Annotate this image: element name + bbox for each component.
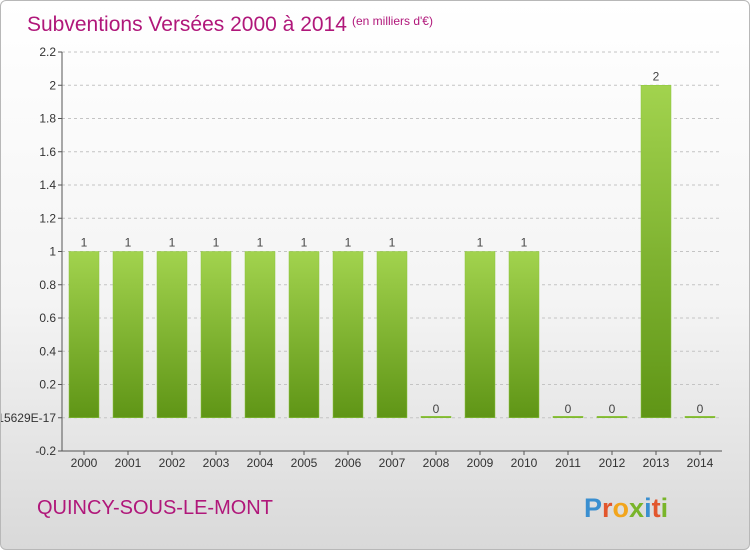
bar-2009 [464, 251, 496, 418]
x-tick-label-2014: 2014 [687, 456, 714, 470]
data-label-2014: 0 [697, 402, 704, 416]
bar-2013 [640, 85, 672, 418]
data-label-2013: 2 [653, 69, 660, 83]
commune-name: QUINCY-SOUS-LE-MONT [37, 497, 273, 519]
data-label-2003: 1 [213, 236, 220, 250]
y-tick-label: 0.2 [39, 378, 56, 392]
x-tick-label-2006: 2006 [335, 456, 362, 470]
data-label-2005: 1 [301, 236, 308, 250]
x-tick-label-2013: 2013 [643, 456, 670, 470]
y-tick-label: 1 [49, 245, 56, 259]
data-label-2008: 0 [433, 402, 440, 416]
data-label-2006: 1 [345, 236, 352, 250]
y-tick-label: 1.4 [39, 178, 56, 192]
y-tick-label: -0.2 [35, 444, 56, 458]
bar-2011 [552, 416, 584, 418]
y-tick-label: -1.15629E-17 [1, 411, 56, 425]
bar-2002 [156, 251, 188, 418]
y-tick-label: 0.4 [39, 344, 56, 358]
y-axis: -0.2 -1.15629E-17 0.2 0.4 0.6 0.8 1 1.2 1.4 1.6 1.… [1, 45, 63, 458]
bar-2005 [288, 251, 320, 418]
data-label-2001: 1 [125, 236, 132, 250]
y-tick-label: 1.6 [39, 145, 56, 159]
x-axis: 2000 2001 2002 2003 2004 2005 2006 2007 2008 2009… [62, 450, 722, 470]
bar-2004 [244, 251, 276, 418]
proxiti-logo: Proxiti [584, 493, 668, 523]
y-tick-label: 2.2 [39, 45, 56, 59]
bars-group: 1 1 1 1 1 1 1 1 0 1 1 0 0 2 0 [68, 69, 716, 418]
x-tick-label-2007: 2007 [379, 456, 406, 470]
data-label-2004: 1 [257, 236, 264, 250]
x-tick-label-2010: 2010 [511, 456, 538, 470]
x-tick-label-2001: 2001 [115, 456, 142, 470]
bar-2010 [508, 251, 540, 418]
bar-2000 [68, 251, 100, 418]
data-label-2007: 1 [389, 236, 396, 250]
data-label-2010: 1 [521, 236, 528, 250]
proxiti-logo-text: Proxiti [584, 493, 668, 523]
y-tick-label: 0.6 [39, 311, 56, 325]
x-tick-label-2003: 2003 [203, 456, 230, 470]
x-tick-label-2012: 2012 [599, 456, 626, 470]
data-label-2002: 1 [169, 236, 176, 250]
x-tick-label-2002: 2002 [159, 456, 186, 470]
bar-2008 [420, 416, 452, 418]
chart-subtitle: (en milliers d'€) [352, 14, 433, 28]
data-label-2012: 0 [609, 402, 616, 416]
y-tick-label: 1.8 [39, 112, 56, 126]
data-label-2000: 1 [81, 236, 88, 250]
chart-title: Subventions Versées 2000 à 2014 [27, 13, 347, 36]
data-label-2009: 1 [477, 236, 484, 250]
bar-2003 [200, 251, 232, 418]
bar-2006 [332, 251, 364, 418]
x-tick-label-2005: 2005 [291, 456, 318, 470]
bar-2014 [684, 416, 716, 418]
y-tick-label: 2 [49, 78, 56, 92]
y-tick-label: 1.2 [39, 211, 56, 225]
y-tick-label: 0.8 [39, 278, 56, 292]
x-tick-label-2011: 2011 [555, 456, 581, 470]
x-tick-label-2000: 2000 [71, 456, 98, 470]
bar-2007 [376, 251, 408, 418]
x-tick-label-2004: 2004 [247, 456, 274, 470]
x-tick-label-2008: 2008 [423, 456, 450, 470]
bar-2012 [596, 416, 628, 418]
data-label-2011: 0 [565, 402, 572, 416]
x-tick-label-2009: 2009 [467, 456, 494, 470]
bar-2001 [112, 251, 144, 418]
